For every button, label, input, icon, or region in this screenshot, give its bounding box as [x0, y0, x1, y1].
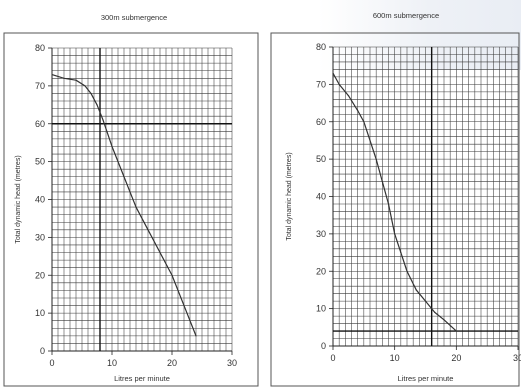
chart-1-series-1-point: [135, 206, 137, 208]
chart-1-y-tick-label: 50: [35, 157, 45, 167]
chart-2-series-1-point: [347, 94, 350, 97]
chart-2-x-tick-label: 20: [451, 353, 461, 363]
chart-1-y-tick-label: 40: [35, 195, 45, 205]
chart-2-series-1-point: [443, 319, 445, 321]
chart-1-y-tick-label: 60: [35, 119, 45, 129]
chart-2-series-1-point: [400, 251, 402, 254]
chart-2-series-1-point: [394, 233, 396, 235]
chart-2-series-1-point: [338, 83, 340, 85]
chart-2-series-1-point: [357, 109, 359, 112]
chart-2-series-1-point: [369, 139, 371, 142]
chart-2-x-tick-label: 10: [390, 353, 400, 363]
chart-1-x-tick-label: 10: [107, 358, 117, 368]
chart-1-x-tick-label: 30: [227, 358, 237, 368]
chart-2-series-1-point: [363, 121, 365, 123]
chart-2-series-1-point: [406, 270, 408, 272]
chart-1-series-1-point: [183, 304, 185, 307]
chart-2-y-tick-label: 40: [316, 192, 326, 202]
chart-1-series-1-point: [63, 77, 65, 79]
chart-1-series-1-point: [90, 92, 92, 95]
chart-1-series-1-point: [102, 119, 104, 121]
chart-2-series-1-point: [434, 311, 436, 313]
chart-2-x-tick-label: 0: [330, 353, 335, 363]
chart-2-y-tick-label: 30: [316, 229, 326, 239]
chart-2-frame: [270, 32, 520, 387]
chart-2-y-tick-label: 60: [316, 117, 326, 127]
chart-2-y-tick-label: 10: [316, 304, 326, 314]
chart-2-x-axis-label: Litres per minute: [398, 374, 454, 383]
chart-2-series-1-point: [424, 300, 427, 302]
chart-1-grid: [51, 47, 233, 352]
chart-2-series-1-point: [387, 203, 390, 205]
chart-1-y-tick-label: 80: [35, 43, 45, 53]
chart-2-y-tick-label: 20: [316, 266, 326, 276]
chart-1-y-tick-label: 0: [40, 346, 45, 356]
chart-2-y-tick-label: 70: [316, 79, 326, 89]
chart-1-series-1-point: [147, 229, 149, 231]
chart-1-x-tick-label: 0: [49, 358, 54, 368]
chart-1-y-tick-label: 70: [35, 81, 45, 91]
chart-1-series-1-point: [159, 251, 161, 254]
chart-1-y-tick-label: 10: [35, 308, 45, 318]
chart-1-series-1-point: [111, 145, 113, 148]
chart-2-series-1-point: [375, 158, 377, 160]
chart-2-title: 600m submergence: [373, 11, 439, 20]
chart-2-y-tick-label: 80: [316, 42, 326, 52]
chart-2-series-1-point: [415, 289, 417, 291]
chart-1-x-axis-label: Litres per minute: [114, 374, 170, 383]
chart-1-series-1-point: [96, 104, 98, 106]
chart-1-title: 300m submergence: [101, 13, 167, 22]
chart-300m-submergence: 300m submergence 0 10 20 30 40 50 60 70 80 0 10 20 30…: [3, 13, 259, 387]
chart-2-series-1-point: [332, 72, 334, 74]
chart-600m-svg: 600m submergence 0 10 20 30 40 50 60 70 80 0 10 20 30…: [270, 11, 521, 387]
chart-1-series-1-point: [84, 85, 86, 87]
chart-1-series-1-point: [195, 335, 197, 337]
chart-300m-svg: 300m submergence 0 10 20 30 40 50 60 70 80 0 10 20 30…: [3, 13, 259, 387]
chart-1-x-tick-label: 20: [167, 358, 177, 368]
chart-2-series-1-point: [455, 330, 457, 332]
chart-2-y-axis-label: Total dynamic head (metres): [286, 152, 293, 240]
chart-1-series-1-point: [171, 274, 173, 276]
chart-600m-submergence: 600m submergence 0 10 20 30 40 50 60 70 80 0 10 20 30…: [262, 0, 521, 388]
chart-1-frame: [3, 32, 259, 387]
chart-1-y-axis-label: Total dynamic head (metres): [15, 155, 22, 243]
chart-1-series-1-point: [75, 79, 77, 81]
chart-2-y-tick-label: 0: [321, 341, 326, 351]
chart-1-series-1-point: [51, 73, 53, 76]
chart-1-series-1-point: [123, 176, 125, 178]
chart-2-series-1-point: [381, 180, 383, 183]
chart-1-y-tick-label: 30: [35, 232, 45, 242]
chart-2-x-tick-label: 30: [513, 353, 521, 363]
chart-2-y-tick-label: 50: [316, 154, 326, 164]
chart-1-y-tick-label: 20: [35, 270, 45, 280]
